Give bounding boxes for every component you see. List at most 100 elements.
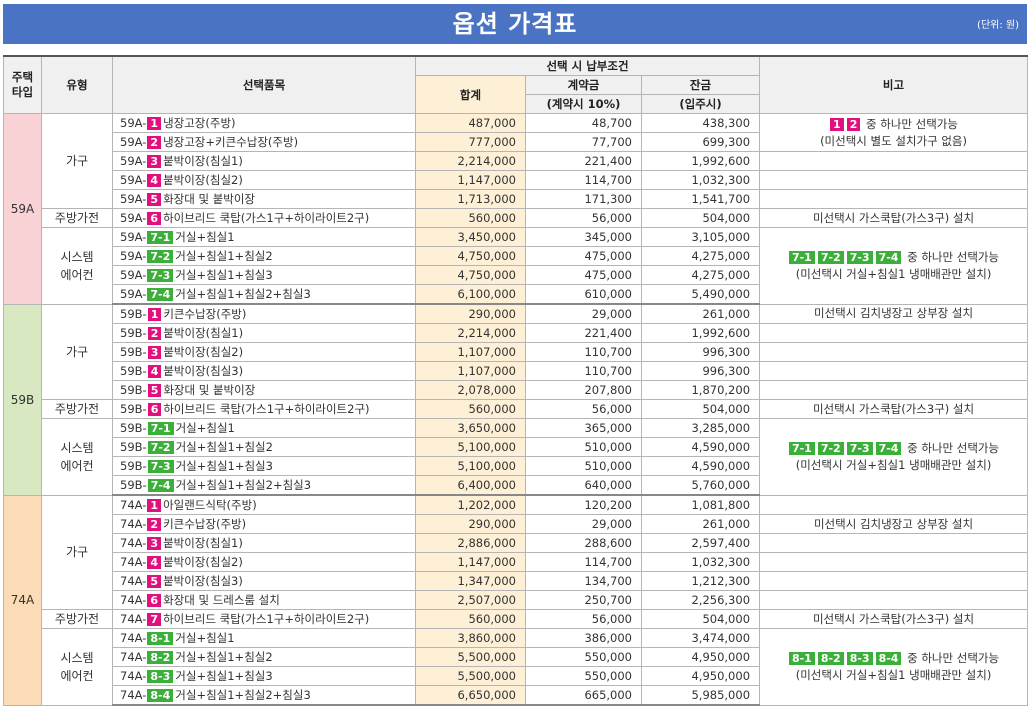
item-cell: 74A- 1 아일랜드식탁(주방) [112,494,416,515]
option-badge: 7-3 [147,460,174,473]
deposit-cell: 171,300 [525,189,642,209]
header-deposit-sub: (계약시 10%) [525,94,642,114]
item-cell: 74A- 8-3 거실+침실1+침실3 [112,666,416,686]
balance-cell: 3,105,000 [640,227,761,247]
deposit-cell: 114,700 [525,170,642,190]
table-row: 59A- 3 붙박이장(침실1) 2,214,000 221,400 1,992,600 [4,151,1029,171]
table-row: 59B 가구 59B- 1 키큰수납장(주방) 290,000 29,000 261,000 미… [3,303,1029,496]
note-cell [759,323,1029,343]
note-line: 7-1 7-2 7-3 7-4 중 하나만 선택가능 [761,249,1027,266]
option-badge: 7-1 [147,422,174,435]
deposit-cell: 475,000 [525,265,642,285]
item-cell: 74A- 4 붙박이장(침실2) [112,552,416,572]
deposit-cell: 610,000 [525,284,642,305]
option-badge: 7-3 [846,441,873,455]
deposit-cell: 550,000 [525,647,642,667]
total-cell: 2,507,000 [415,590,526,610]
note-cell: 미선택시 김치냉장고 상부장 설치 [759,514,1029,534]
deposit-cell: 207,800 [525,380,642,400]
item-cell: 59B- 7-3 거실+침실1+침실3 [112,456,416,476]
option-badge: 7-4 [875,441,902,455]
table-row: 74A- 2 키큰수납장(주방) 290,000 29,000 261,000 미선택시 김… [4,514,1029,534]
balance-cell: 504,000 [640,208,761,228]
table-row: 59B- 2 붙박이장(침실1) 2,214,000 221,400 1,992,600 [4,323,1029,343]
total-cell: 2,214,000 [415,151,526,171]
option-badge: 6 [147,212,162,225]
balance-cell: 1,992,600 [640,323,761,343]
balance-cell: 4,950,000 [640,647,761,667]
item-cell: 59A- 7-2 거실+침실1+침실2 [112,246,416,266]
balance-cell: 504,000 [640,399,761,419]
option-badge: 7 [147,613,162,626]
total-cell: 1,202,000 [415,494,526,515]
table-row: 59A- 4 붙박이장(침실2) 1,147,000 114,700 1,032,300 [4,170,1029,190]
option-badge: 2 [147,327,162,340]
table-row: 59A- 7-4 거실+침실1+침실2+침실3 6,100,000 610,000 5,4… [4,284,1028,305]
total-cell: 3,650,000 [415,418,526,438]
option-badge: 5 [147,384,162,397]
balance-cell: 5,760,000 [640,475,761,496]
table-row: 74A- 6 화장대 및 드레스룸 설치 2,507,000 250,700 2,256,… [4,590,1029,610]
note-cell: 미선택시 가스쿡탑(가스3구) 설치 [759,208,1029,228]
header-payment-group: 선택 시 납부조건 [414,55,761,76]
header-total: 합계 [415,75,526,114]
option-badge: 6 [147,403,162,416]
option-badge: 7-2 [147,441,174,454]
table-row: 74A- 3 붙박이장(침실1) 2,886,000 288,600 2,597,400 [4,533,1029,553]
deposit-cell: 345,000 [525,227,642,247]
table-row: 74A 가구 74A- 1 아일랜드식탁(주방) 1,202,000 120,200 1,08… [3,494,1029,706]
option-badge: 8-3 [147,670,174,683]
note-line: (미선택시 거실+침실1 냉매배관만 설치) [795,457,992,472]
header-category: 유형 [41,55,113,114]
item-cell: 59A- 2 냉장고장+키큰수납장(주방) [112,132,416,152]
deposit-cell: 510,000 [525,437,642,457]
total-cell: 1,713,000 [415,189,526,209]
house-type-cell: 59B [3,303,42,496]
balance-cell: 261,000 [640,514,761,534]
header-house-type: 주택 타입 [3,55,42,114]
deposit-cell: 221,400 [525,151,642,171]
total-cell: 1,107,000 [415,342,526,362]
table-row: 59B- 5 화장대 및 붙박이장 2,078,000 207,800 1,870,200 [4,380,1029,400]
total-cell: 1,147,000 [415,170,526,190]
note-cell [759,151,1029,171]
title-bar: 옵션 가격표 (단위: 원) [3,4,1027,44]
category-line: 시스템 [60,249,94,264]
option-badge: 7-1 [788,441,815,455]
total-cell: 4,750,000 [415,246,526,266]
option-badge: 3 [147,155,162,168]
item-cell: 74A- 3 붙박이장(침실1) [112,533,416,553]
option-badge: 2 [147,136,162,149]
balance-cell: 4,275,000 [640,246,761,266]
item-cell: 59B- 7-1 거실+침실1 [112,418,416,438]
total-cell: 1,347,000 [415,571,526,591]
total-cell: 2,214,000 [415,323,526,343]
deposit-cell: 250,700 [525,590,642,610]
item-cell: 59B- 6 하이브리드 쿡탑(가스1구+하이라이트2구) [112,399,416,419]
option-badge: 8-3 [846,651,873,665]
total-cell: 5,100,000 [415,456,526,476]
option-badge: 7-2 [147,250,174,263]
item-cell: 59A- 7-4 거실+침실1+침실2+침실3 [112,284,416,305]
item-cell: 59B- 3 붙박이장(침실2) [112,342,416,362]
balance-cell: 504,000 [640,609,761,629]
note-cell [759,494,1029,515]
option-badge: 8-2 [147,651,174,664]
table-row: 시스템 에어컨 59A- 7-1 거실+침실1 3,450,000 345,000 3,105… [4,227,1029,305]
balance-cell: 1,032,300 [640,170,761,190]
deposit-cell: 386,000 [525,628,642,648]
option-badge: 1 [147,117,162,130]
category-cell: 주방가전 [41,399,113,419]
table-row: 주방가전 59B- 6 하이브리드 쿡탑(가스1구+하이라이트2구) 560,000 56… [4,399,1029,419]
option-badge: 4 [147,174,162,187]
page-title: 옵션 가격표 [452,10,578,38]
table-row: 59A 가구 59A- 1 냉장고장(주방) 487,000 48,700 438,300 1 2… [3,113,1029,305]
table-row: 59A- 2 냉장고장+키큰수납장(주방) 777,000 77,700 699,300 [4,132,1028,152]
total-cell: 1,147,000 [415,552,526,572]
total-cell: 560,000 [415,609,526,629]
deposit-cell: 56,000 [525,399,642,419]
item-cell: 74A- 6 화장대 및 드레스룸 설치 [112,590,416,610]
balance-cell: 438,300 [640,113,761,133]
